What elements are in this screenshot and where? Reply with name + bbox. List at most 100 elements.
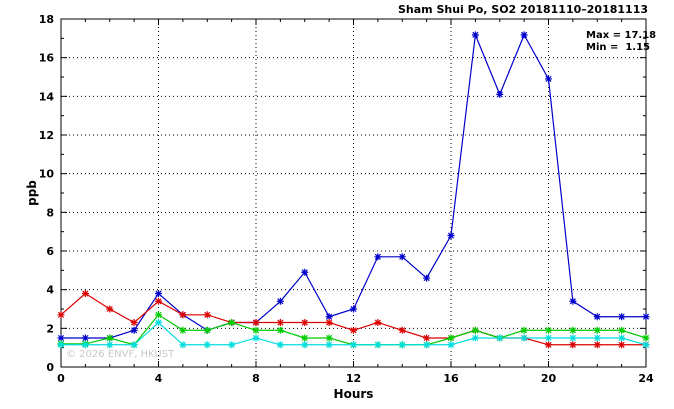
data-point-marker <box>252 319 260 327</box>
data-point-marker <box>57 311 65 319</box>
data-point-marker <box>569 341 577 349</box>
data-point-marker <box>374 341 382 349</box>
data-point-marker <box>447 341 455 349</box>
x-tick-label: 8 <box>252 372 260 385</box>
data-point-marker <box>81 341 89 349</box>
data-point-marker <box>252 334 260 342</box>
data-point-marker <box>593 313 601 321</box>
data-point-marker <box>228 319 236 327</box>
data-point-marker <box>545 326 552 334</box>
data-point-marker <box>618 326 626 334</box>
data-point-marker <box>398 341 406 349</box>
min-annotation: Min = 1.15 <box>586 42 650 53</box>
data-point-marker <box>301 341 309 349</box>
data-point-marker <box>545 341 552 349</box>
data-point-marker <box>155 311 162 319</box>
data-point-marker <box>471 31 479 39</box>
data-point-marker <box>618 341 626 349</box>
data-point-marker <box>520 334 528 342</box>
y-tick-label: 16 <box>39 52 55 65</box>
data-point-marker <box>496 334 504 342</box>
y-tick-label: 10 <box>39 168 55 181</box>
data-point-marker <box>276 319 284 327</box>
data-point-marker <box>471 326 479 334</box>
data-point-marker <box>276 297 284 305</box>
data-point-marker <box>569 326 577 334</box>
y-tick-label: 4 <box>46 284 54 297</box>
x-axis-title: Hours <box>334 387 374 401</box>
data-point-marker <box>350 326 357 334</box>
data-point-marker <box>106 334 114 342</box>
data-point-marker <box>520 31 528 39</box>
data-point-marker <box>130 319 138 327</box>
data-point-marker <box>545 75 552 83</box>
data-point-marker <box>155 319 162 327</box>
y-tick-label: 8 <box>46 206 54 219</box>
data-point-marker <box>81 334 89 342</box>
data-point-marker <box>471 334 479 342</box>
x-tick-label: 12 <box>346 372 361 385</box>
data-point-marker <box>642 334 650 342</box>
data-point-marker <box>423 274 431 282</box>
data-point-marker <box>642 341 650 349</box>
data-point-marker <box>252 326 260 334</box>
data-point-marker <box>593 334 601 342</box>
y-tick-label: 14 <box>39 90 55 103</box>
data-point-marker <box>374 319 382 327</box>
data-point-marker <box>179 311 187 319</box>
series-3 <box>57 319 650 349</box>
data-point-marker <box>276 326 284 334</box>
data-point-marker <box>130 341 138 349</box>
data-point-marker <box>228 341 236 349</box>
data-point-marker <box>398 253 406 261</box>
data-point-marker <box>350 341 357 349</box>
grid <box>61 19 646 367</box>
data-point-marker <box>350 305 357 313</box>
data-point-marker <box>496 90 504 98</box>
data-point-marker <box>179 326 187 334</box>
series-0 <box>57 31 650 342</box>
data-point-marker <box>203 326 211 334</box>
data-point-marker <box>398 326 406 334</box>
data-point-marker <box>593 341 601 349</box>
y-tick-label: 6 <box>46 245 54 258</box>
x-tick-label: 4 <box>155 372 163 385</box>
data-point-marker <box>520 326 528 334</box>
x-tick-label: 20 <box>541 372 557 385</box>
x-tick-label: 0 <box>57 372 65 385</box>
data-point-marker <box>130 326 138 334</box>
data-point-marker <box>325 341 333 349</box>
data-point-marker <box>155 290 162 298</box>
data-point-marker <box>276 341 284 349</box>
data-point-marker <box>423 341 431 349</box>
y-tick-label: 0 <box>46 361 54 374</box>
data-point-marker <box>203 311 211 319</box>
data-point-marker <box>423 334 431 342</box>
watermark: © 2026 ENVF, HKUST <box>66 349 175 360</box>
data-point-marker <box>57 341 65 349</box>
data-point-marker <box>642 313 650 321</box>
x-tick-label: 16 <box>443 372 459 385</box>
data-point-marker <box>447 232 455 240</box>
y-tick-label: 18 <box>39 13 54 26</box>
data-point-marker <box>106 305 114 313</box>
x-tick-label: 24 <box>638 372 654 385</box>
data-point-marker <box>301 319 309 327</box>
max-annotation: Max = 17.18 <box>586 30 656 41</box>
data-point-marker <box>203 341 211 349</box>
data-point-marker <box>325 313 333 321</box>
data-point-marker <box>57 334 65 342</box>
data-point-marker <box>618 334 626 342</box>
data-point-marker <box>81 290 89 298</box>
data-point-marker <box>301 334 309 342</box>
y-tick-label: 12 <box>39 129 54 142</box>
data-point-marker <box>545 334 552 342</box>
data-point-marker <box>179 341 187 349</box>
chart-title: Sham Shui Po, SO2 20181110–20181113 <box>398 3 648 16</box>
data-point-marker <box>325 334 333 342</box>
data-point-marker <box>374 253 382 261</box>
data-point-marker <box>301 268 309 276</box>
data-point-marker <box>569 334 577 342</box>
